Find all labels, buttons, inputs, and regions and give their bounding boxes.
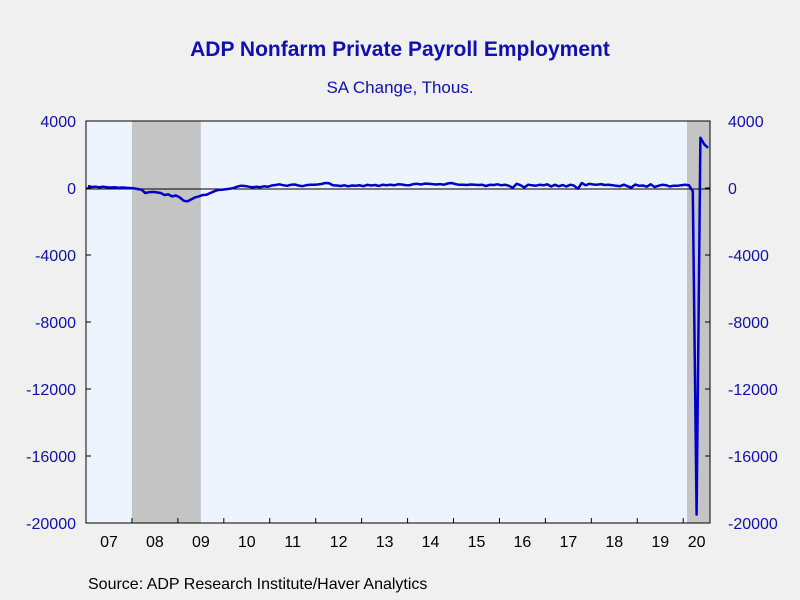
y-tick-label-right: -20000 <box>728 516 778 533</box>
x-tick-label: 07 <box>100 534 118 551</box>
x-tick-label: 15 <box>468 534 486 551</box>
y-tick-label-right: 4000 <box>728 114 764 131</box>
x-tick-label: 20 <box>688 534 706 551</box>
x-tick-label: 13 <box>376 534 394 551</box>
x-axis: 07 08 09 10 11 12 13 14 15 16 17 18 19 20 <box>100 518 706 551</box>
source-note: Source: ADP Research Institute/Haver Ana… <box>88 576 428 593</box>
y-tick-label-left: -12000 <box>26 382 76 399</box>
chart-subtitle: SA Change, Thous. <box>326 78 474 97</box>
right-y-axis: 4000 0 -4000 -8000 -12000 -16000 -20000 <box>705 114 778 533</box>
y-tick-label-left: -4000 <box>35 248 76 265</box>
y-tick-label-left: -16000 <box>26 449 76 466</box>
chart-title: ADP Nonfarm Private Payroll Employment <box>190 38 610 61</box>
x-tick-label: 08 <box>146 534 164 551</box>
recession-band <box>131 121 201 523</box>
x-tick-label: 09 <box>192 534 210 551</box>
y-tick-label-right: -8000 <box>728 315 769 332</box>
x-tick-label: 12 <box>330 534 348 551</box>
left-y-axis: 4000 0 -4000 -8000 -12000 -16000 -20000 <box>26 114 91 533</box>
x-tick-label: 11 <box>284 534 301 551</box>
y-tick-label-right: -4000 <box>728 248 769 265</box>
y-tick-label-right: -16000 <box>728 449 778 466</box>
y-tick-label-left: -20000 <box>26 516 76 533</box>
y-tick-label-right: -12000 <box>728 382 778 399</box>
y-tick-label-right: 0 <box>728 181 737 198</box>
payroll-series-line <box>87 136 709 516</box>
y-tick-label-left: 0 <box>67 181 76 198</box>
x-tick-label: 19 <box>651 534 669 551</box>
x-tick-label: 10 <box>238 534 256 551</box>
x-tick-label: 14 <box>422 534 440 551</box>
x-tick-label: 17 <box>559 534 577 551</box>
y-tick-label-left: -8000 <box>35 315 76 332</box>
y-tick-label-left: 4000 <box>40 114 76 131</box>
x-tick-label: 18 <box>605 534 623 551</box>
x-tick-label: 16 <box>514 534 532 551</box>
